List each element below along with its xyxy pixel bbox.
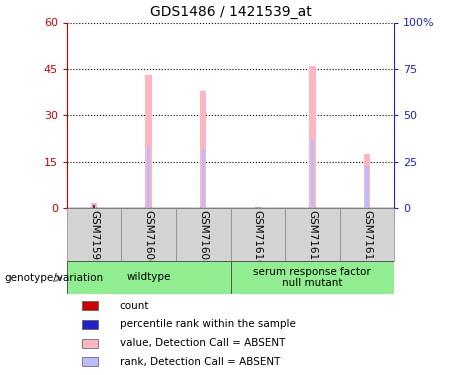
Bar: [82, 301, 98, 310]
Text: percentile rank within the sample: percentile rank within the sample: [120, 320, 296, 329]
Text: genotype/variation: genotype/variation: [5, 273, 104, 283]
Text: GSM71612: GSM71612: [307, 210, 317, 267]
Bar: [285, 208, 340, 261]
Text: GSM71606: GSM71606: [144, 210, 154, 266]
Bar: [82, 339, 98, 348]
Text: wildtype: wildtype: [126, 273, 171, 282]
Text: GSM71592: GSM71592: [89, 210, 99, 267]
Title: GDS1486 / 1421539_at: GDS1486 / 1421539_at: [150, 5, 311, 19]
Text: serum response factor
null mutant: serum response factor null mutant: [254, 267, 371, 288]
Bar: [230, 208, 285, 261]
Bar: [93, 205, 95, 208]
Bar: [176, 208, 230, 261]
Bar: [254, 207, 261, 208]
Text: count: count: [120, 301, 149, 310]
Bar: [82, 320, 98, 329]
Bar: [91, 204, 97, 208]
Bar: [147, 146, 150, 208]
Bar: [200, 91, 207, 208]
Text: GSM71608: GSM71608: [198, 210, 208, 266]
Bar: [340, 208, 394, 261]
Text: value, Detection Call = ABSENT: value, Detection Call = ABSENT: [120, 338, 285, 348]
Text: GSM71613: GSM71613: [362, 210, 372, 267]
Bar: [309, 66, 316, 208]
Bar: [121, 208, 176, 261]
Bar: [365, 166, 368, 208]
Bar: [364, 154, 370, 208]
Bar: [201, 149, 205, 208]
Bar: [311, 140, 314, 208]
Bar: [67, 261, 230, 294]
Text: rank, Detection Call = ABSENT: rank, Detection Call = ABSENT: [120, 357, 280, 367]
Bar: [67, 208, 121, 261]
Bar: [230, 261, 394, 294]
Text: GSM71610: GSM71610: [253, 210, 263, 266]
Bar: [82, 357, 98, 366]
Bar: [145, 75, 152, 208]
Bar: [93, 204, 96, 208]
